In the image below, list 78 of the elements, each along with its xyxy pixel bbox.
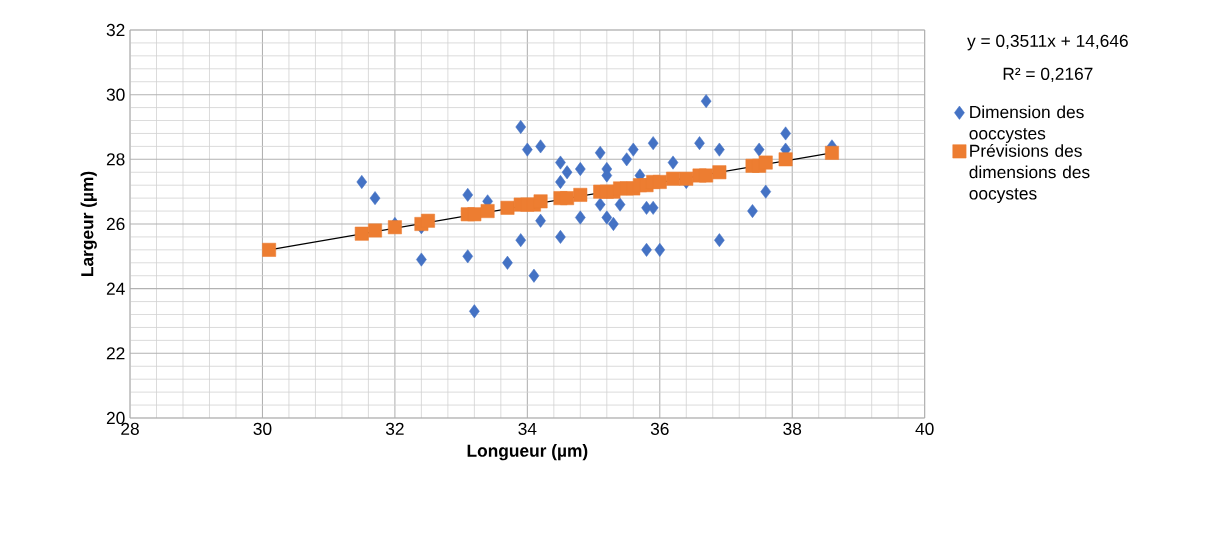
point <box>262 242 277 257</box>
point <box>535 213 546 228</box>
point <box>667 155 679 170</box>
point <box>555 229 566 244</box>
point <box>628 142 639 157</box>
y-tick-label: 32 <box>106 23 125 37</box>
y-tick-label: 24 <box>106 282 125 295</box>
point <box>561 165 573 180</box>
x-tick-label: 30 <box>253 422 272 435</box>
point <box>594 197 606 212</box>
point <box>647 200 659 215</box>
point <box>555 155 566 170</box>
point <box>480 204 495 218</box>
point <box>614 197 626 212</box>
point <box>535 139 546 154</box>
point <box>760 184 772 199</box>
legend-label: Dimension des ooccystes <box>969 105 1084 143</box>
x-tick-label: 36 <box>650 422 669 435</box>
legend-label: Prévisions des dimensions des oocystes <box>969 144 1090 204</box>
point <box>654 242 666 257</box>
point <box>528 268 540 283</box>
point <box>621 152 632 167</box>
y-axis-title: Largeur (µm) <box>80 171 97 276</box>
point <box>354 226 369 241</box>
x-axis-title: Longueur (µm) <box>467 444 588 461</box>
point <box>462 187 474 202</box>
point <box>560 191 575 206</box>
text: y = 0,3511x + 14,646 <box>967 34 1128 51</box>
point <box>533 194 548 209</box>
point <box>500 200 515 215</box>
point <box>825 145 839 160</box>
point <box>694 136 705 151</box>
point <box>467 207 482 222</box>
point <box>416 252 427 267</box>
point <box>780 126 791 141</box>
point <box>515 120 526 134</box>
point <box>369 191 381 206</box>
point <box>700 94 712 109</box>
point <box>462 249 474 264</box>
point <box>758 155 773 170</box>
point <box>641 242 652 257</box>
x-tick-label: 38 <box>783 422 802 435</box>
point <box>502 255 513 270</box>
x-tick-label: 34 <box>518 422 537 435</box>
x-tick-label: 28 <box>121 422 139 435</box>
point <box>573 187 588 202</box>
point <box>747 204 758 218</box>
y-tick-label: 26 <box>106 217 125 231</box>
y-tick-label: 30 <box>106 88 125 101</box>
x-tick-label: 32 <box>385 422 404 435</box>
point <box>387 220 402 235</box>
point <box>679 171 694 186</box>
y-tick-label: 28 <box>106 153 125 166</box>
y-tick-label: 22 <box>106 347 125 360</box>
point <box>356 175 368 189</box>
point <box>515 233 526 248</box>
point <box>368 223 382 238</box>
point <box>575 210 586 225</box>
point <box>647 136 659 151</box>
point <box>753 142 765 157</box>
point <box>601 210 613 225</box>
point <box>778 152 793 167</box>
point <box>555 175 566 189</box>
point <box>594 145 606 160</box>
point <box>469 304 480 319</box>
point <box>712 165 727 180</box>
point <box>421 213 435 228</box>
point <box>608 217 619 231</box>
point <box>699 168 714 183</box>
point <box>714 233 725 248</box>
point <box>714 142 725 157</box>
point <box>575 162 586 176</box>
point <box>522 142 533 157</box>
text: R² = 0,2167 <box>1003 67 1093 83</box>
point <box>652 175 667 189</box>
point <box>666 171 680 186</box>
y-tick-label: 20 <box>106 411 125 425</box>
x-tick-label: 40 <box>915 422 934 435</box>
